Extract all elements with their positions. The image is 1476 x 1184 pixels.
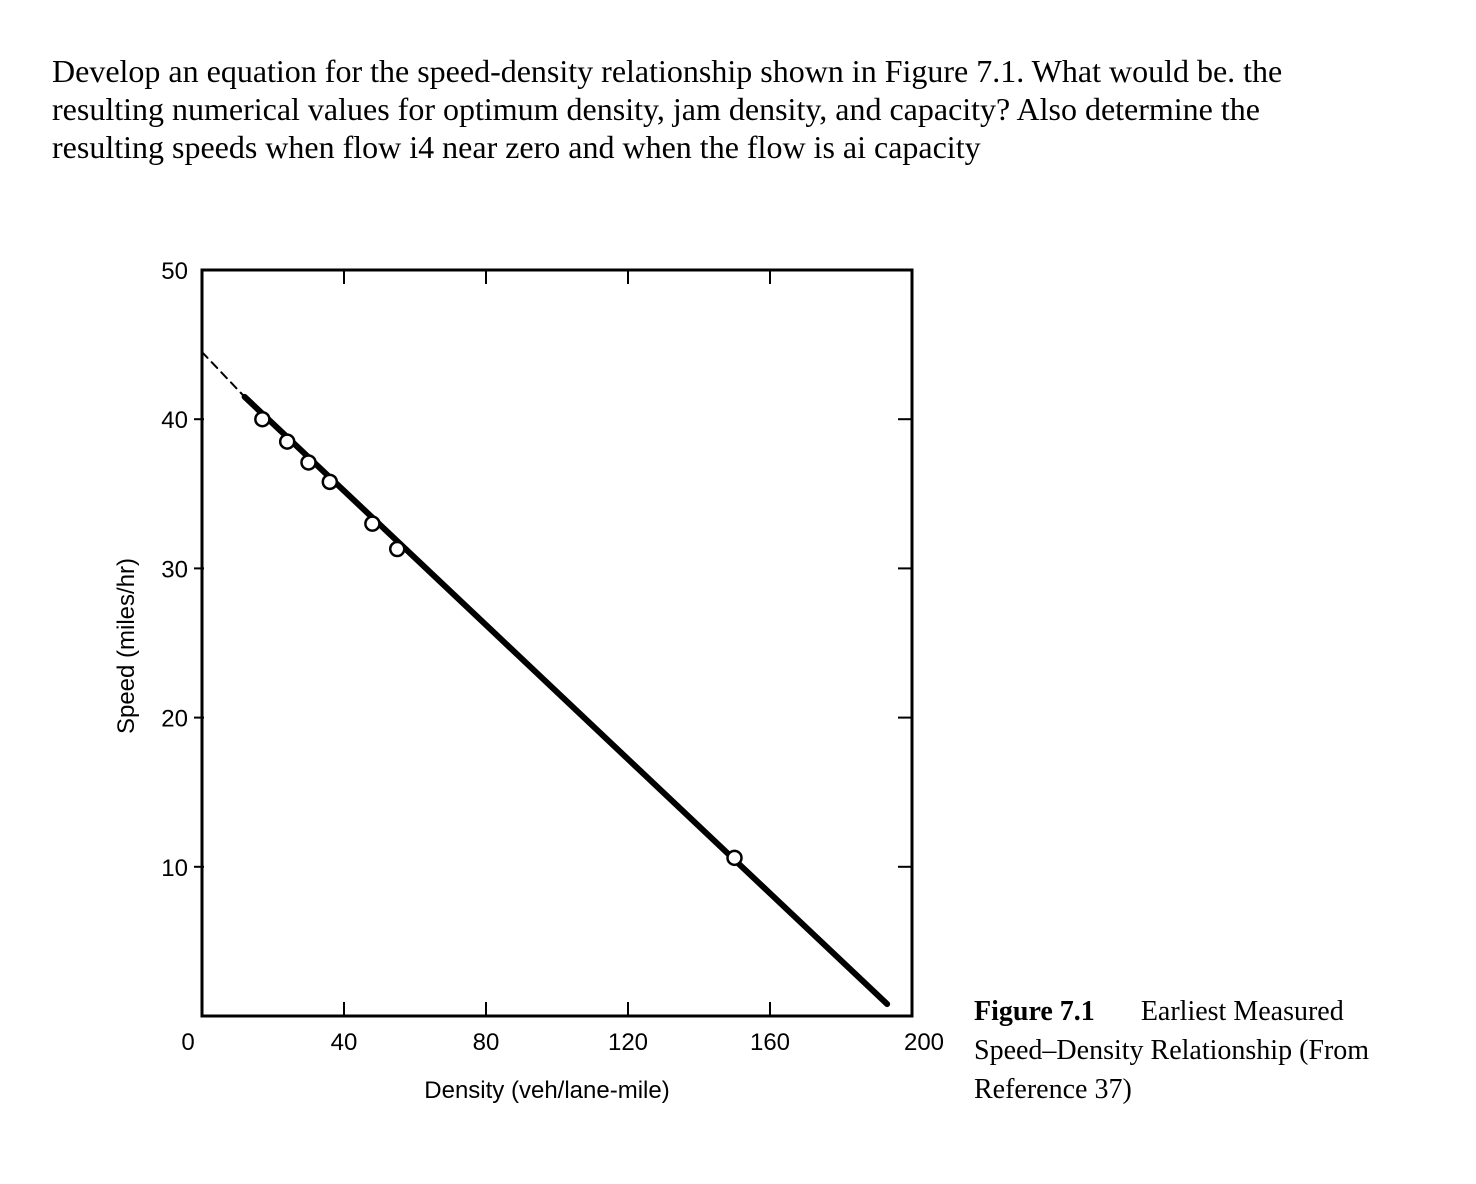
data-point <box>389 540 406 558</box>
data-point <box>321 473 339 491</box>
y-tick-label: 30 <box>161 556 188 583</box>
question-line-1: Develop an equation for the speed-densit… <box>52 53 1283 89</box>
plot-frame <box>200 268 914 1018</box>
caption-line-3: Reference 37) <box>974 1074 1132 1105</box>
y-tick-label: 10 <box>161 855 188 882</box>
question-text: Develop an equation for the speed-densit… <box>52 52 1432 166</box>
figure-number: Figure 7.1 <box>974 996 1095 1027</box>
x-tick-label: 80 <box>473 1029 500 1056</box>
x-tick-label: 40 <box>331 1029 358 1056</box>
x-tick-label: 200 <box>904 1029 944 1056</box>
x-tick-label: 160 <box>750 1029 790 1056</box>
x-tick-label: 120 <box>608 1029 648 1056</box>
data-point <box>726 849 743 867</box>
data-point <box>300 454 317 471</box>
caption-line-1: Figure 7.1 Earliest Measured <box>974 992 1369 1031</box>
x-tick-label: 0 <box>181 1029 194 1056</box>
caption-title-start: Earliest Measured <box>1140 996 1344 1027</box>
data-point <box>364 515 381 532</box>
data-point <box>254 410 271 428</box>
y-tick-label: 40 <box>161 407 188 434</box>
y-tick-label: 20 <box>161 706 188 733</box>
x-axis-title: Density (veh/lane-mile) <box>424 1077 669 1104</box>
question-line-3: resulting speeds when flow i4 near zero … <box>52 129 981 165</box>
data-point <box>278 433 296 450</box>
question-line-2: resulting numerical values for optimum d… <box>52 91 1260 127</box>
fit-line <box>241 393 891 1008</box>
figure-caption: Figure 7.1 Earliest Measured Speed–Densit… <box>974 992 1369 1109</box>
fit-line-extrapolated <box>201 351 246 398</box>
caption-line-2: Speed–Density Relationship (From <box>974 1035 1370 1066</box>
y-tick-label: 50 <box>161 258 188 285</box>
y-axis-title: Speed (miles/hr) <box>113 558 140 734</box>
